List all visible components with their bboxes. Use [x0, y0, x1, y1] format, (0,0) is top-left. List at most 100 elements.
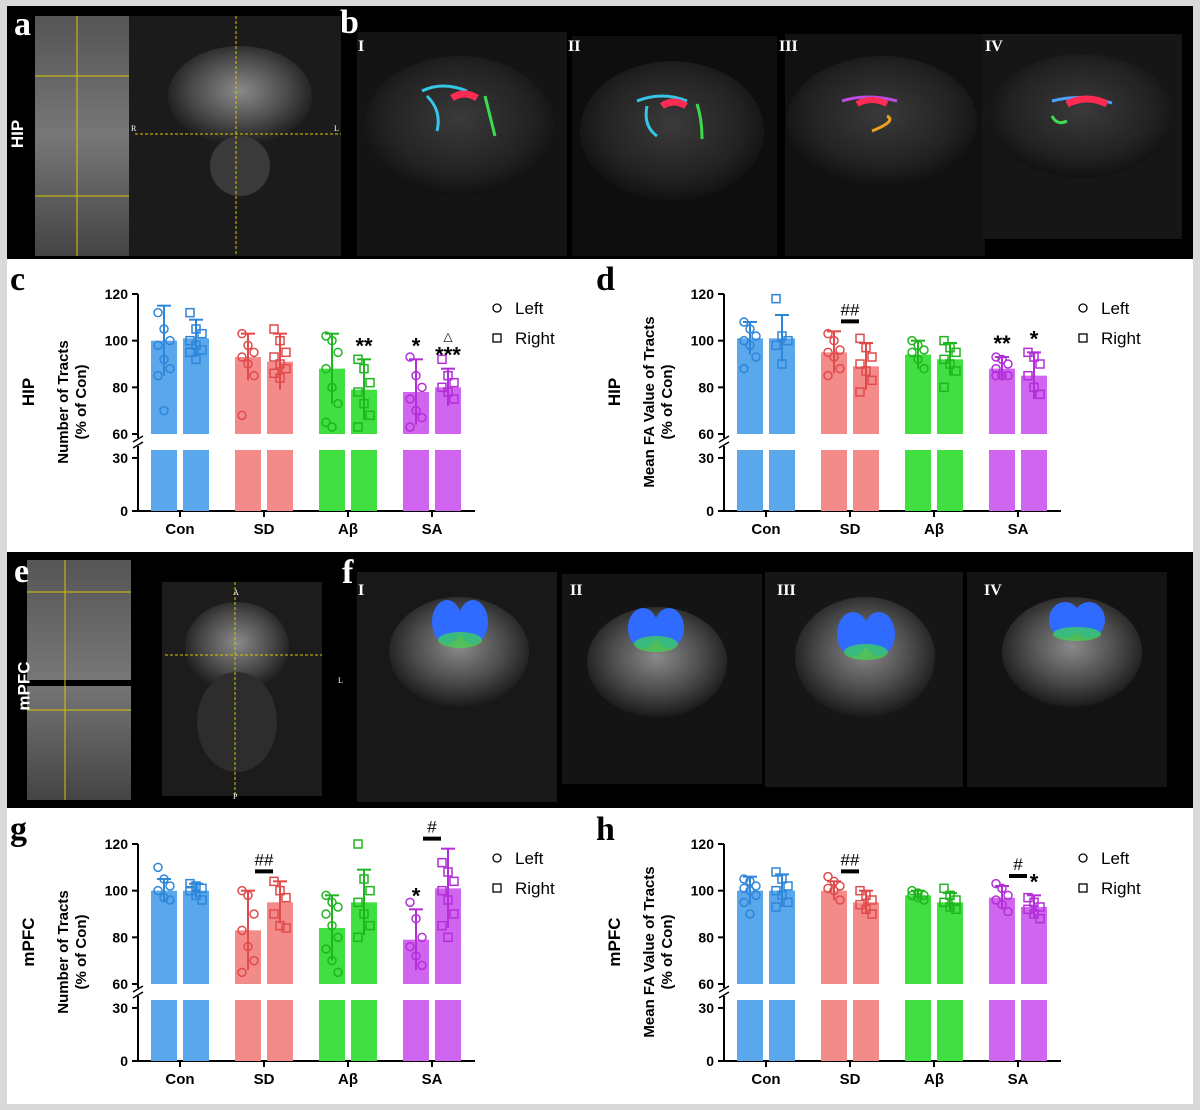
panel-letter-f: f — [342, 554, 354, 591]
data-point-left — [333, 967, 343, 978]
data-point-right — [269, 876, 279, 887]
data-point-right — [783, 881, 793, 891]
data-point-left — [823, 883, 833, 894]
data-point-right — [185, 307, 195, 318]
legend-left-marker — [1078, 853, 1088, 863]
y-tick-label: 30 — [698, 450, 714, 466]
orientation-p: P — [233, 792, 238, 801]
x-tick-label-2: Aβ — [924, 521, 944, 538]
group-label-b-3: III — [779, 38, 798, 55]
data-point-right — [275, 335, 285, 346]
mri-row-mpfc — [7, 552, 1193, 808]
data-point-left — [829, 885, 839, 896]
data-point-left — [751, 352, 761, 362]
data-point-left — [739, 363, 749, 374]
x-tick-label-3: SA — [422, 521, 443, 538]
y-tick-label: 80 — [112, 379, 128, 395]
data-point-left — [745, 885, 755, 896]
data-point-right — [269, 352, 279, 362]
x-tick-label-0: Con — [751, 521, 780, 538]
data-point-left — [153, 370, 163, 381]
data-point-right — [449, 909, 459, 919]
data-point-right — [771, 340, 781, 351]
data-point-left — [327, 422, 337, 432]
x-tick-label-2: Aβ — [338, 1071, 358, 1088]
data-point-right — [939, 335, 949, 346]
data-point-left — [411, 951, 421, 961]
bar-lower-right-3 — [435, 1000, 461, 1061]
axis-break-mark — [132, 985, 144, 993]
bar-lower-right-0 — [183, 1000, 209, 1061]
significance-stars: * — [1030, 326, 1039, 351]
chart-d-svg: d HIP Mean FA Value of Tracts (% of Con) 60 8… — [596, 261, 1141, 538]
data-point-left — [1003, 906, 1013, 917]
data-point-right — [197, 345, 207, 355]
region-label-hip-image: HIP — [8, 119, 28, 149]
data-point-left — [919, 363, 929, 374]
data-point-left — [907, 335, 917, 346]
ylabel-g: Number of Tracts — [55, 890, 72, 1013]
data-point-right — [359, 874, 369, 884]
bar-lower-right-0 — [183, 450, 209, 511]
data-point-left — [997, 354, 1007, 365]
data-point-left — [907, 890, 917, 901]
bar-lower-left-3 — [989, 1000, 1015, 1061]
data-point-right — [1035, 389, 1045, 400]
data-point-right — [777, 874, 787, 884]
data-point-right — [443, 932, 453, 943]
data-point-right — [777, 359, 787, 369]
data-point-right — [269, 324, 279, 334]
bar-lower-right-0 — [769, 1000, 795, 1061]
region-label-c: HIP — [19, 378, 38, 406]
hash-mark: ## — [255, 850, 274, 869]
ylabel-sub-h: (% of Con) — [659, 915, 676, 990]
data-point-left — [919, 895, 929, 905]
data-point-right — [275, 885, 285, 896]
data-point-left — [243, 941, 253, 952]
group-label-f-1: I — [358, 582, 365, 599]
bar-lower-right-1 — [853, 1000, 879, 1061]
bar-lower-right-2 — [351, 1000, 377, 1061]
data-point-right — [1023, 370, 1033, 381]
axis-break-mark — [718, 991, 730, 999]
data-point-right — [353, 354, 363, 365]
significance-stars: ** — [355, 333, 373, 358]
data-point-left — [333, 932, 343, 943]
bar-right-0 — [183, 890, 209, 984]
data-point-left — [913, 354, 923, 365]
data-point-left — [249, 370, 259, 381]
mri-row-hip — [7, 6, 1193, 259]
data-point-left — [739, 317, 749, 327]
chart-g: g mPFC Number of Tracts (% of Con) 60 80 100 12… — [10, 811, 590, 1097]
region-label-mpfc-image: mPFC — [14, 661, 34, 711]
y-tick-label: 60 — [112, 976, 128, 992]
data-point-left — [243, 359, 253, 369]
y-tick-label: 120 — [105, 286, 129, 302]
ylabel-sub-d: (% of Con) — [659, 365, 676, 440]
chart-h: h mPFC Mean FA Value of Tracts (% of Con) 60… — [596, 811, 1176, 1097]
data-point-left — [739, 883, 749, 894]
region-label-h: mPFC — [605, 917, 624, 966]
data-point-right — [771, 867, 781, 877]
axis-break-mark — [718, 985, 730, 993]
data-point-right — [197, 895, 207, 905]
bar-lower-right-0 — [769, 450, 795, 511]
data-point-left — [159, 405, 169, 416]
bar-lower-right-2 — [937, 450, 963, 511]
hash-mark: ## — [841, 850, 860, 869]
data-point-right — [1029, 382, 1039, 393]
data-point-right — [1035, 359, 1045, 369]
legend-left-marker — [492, 303, 502, 313]
data-point-left — [823, 370, 833, 381]
y-tick-label: 120 — [691, 286, 715, 302]
data-point-left — [835, 895, 845, 905]
legend-left-label: Left — [515, 299, 544, 318]
data-point-right — [783, 335, 793, 346]
mri-mpfc-images — [7, 560, 1167, 802]
hash-mark: # — [1013, 855, 1023, 874]
ylabel-sub-g: (% of Con) — [73, 915, 90, 990]
data-point-right — [1029, 352, 1039, 362]
data-point-left — [417, 382, 427, 393]
data-point-right — [365, 885, 375, 896]
data-point-left — [751, 881, 761, 891]
